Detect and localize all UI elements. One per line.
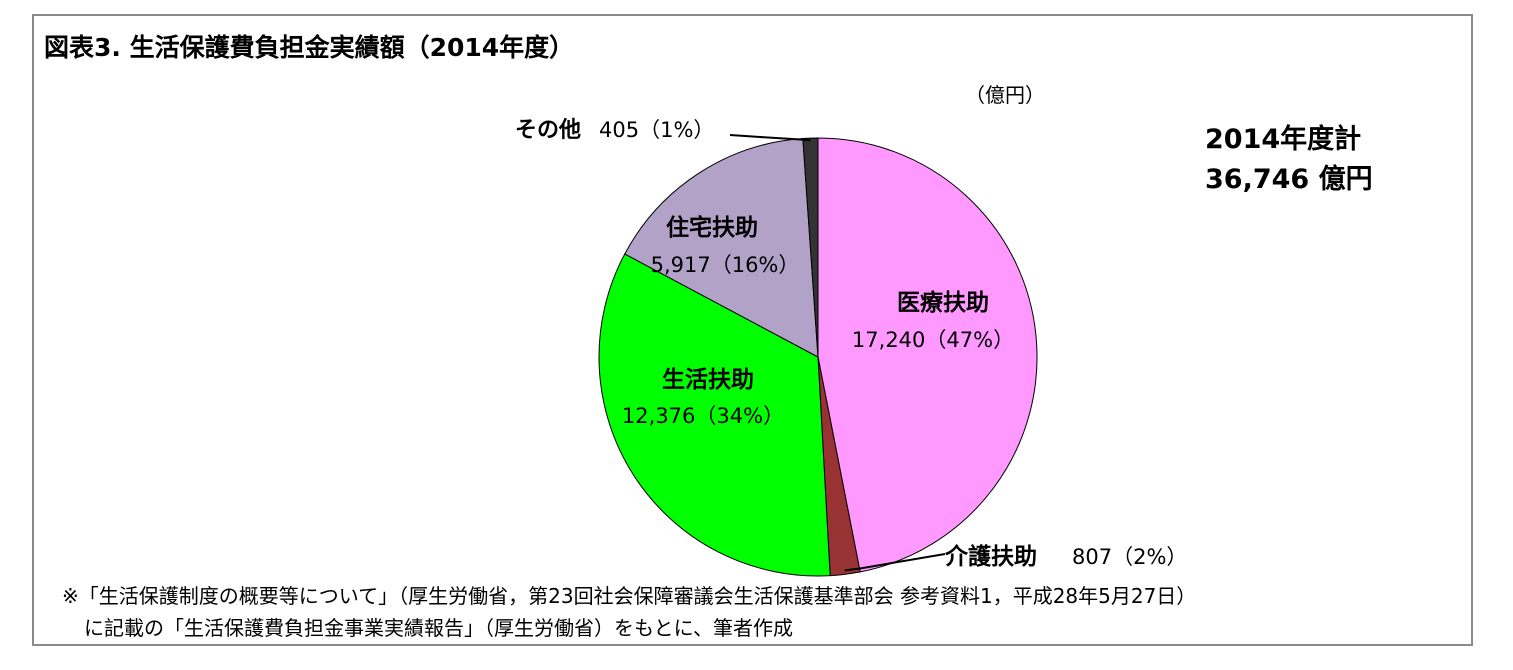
pie-slices (598, 137, 1038, 577)
chart-frame (32, 14, 1473, 646)
leader-line-care (844, 553, 946, 572)
slice-label-medical-value: 17,240（47%） (852, 328, 1014, 352)
leader-lines (729, 134, 946, 572)
total-value: 36,746 億円 (1205, 164, 1373, 195)
slice-label-care-value: 807（2%） (1072, 545, 1187, 569)
leader-line-other (729, 134, 811, 142)
pie-slice-living (598, 253, 831, 577)
slice-label-housing-name: 住宅扶助 (666, 214, 758, 241)
pie-slice-housing (624, 137, 819, 358)
unit-label: （億円） (965, 83, 1045, 107)
total-label: 2014年度計 (1205, 124, 1362, 155)
source-note-line1: ※「生活保護制度の概要等について」（厚生労働省，第23回社会保障審議会生活保護基… (62, 584, 1197, 608)
slice-label-care-name: 介護扶助 (944, 543, 1037, 570)
slice-labels: 医療扶助 17,240（47%） 介護扶助 807（2%） 生活扶助 12,37… (515, 118, 1187, 570)
source-note: ※「生活保護制度の概要等について」（厚生労働省，第23回社会保障審議会生活保護基… (62, 580, 1196, 644)
slice-label-housing-value: 5,917（16%） (651, 253, 800, 277)
pie-slice-medical (817, 137, 1038, 573)
chart-title: 図表3. 生活保護費負担金実績額（2014年度） (44, 33, 575, 62)
total-box: 2014年度計 36,746 億円 (1205, 120, 1373, 200)
slice-label-other-name: その他 (515, 118, 581, 143)
source-note-line2: に記載の「生活保護費負担金事業実績報告」（厚生労働省）をもとに、筆者作成 (84, 616, 793, 640)
slice-label-living-value: 12,376（34%） (622, 404, 784, 428)
slice-label-medical-name: 医療扶助 (897, 289, 989, 316)
slice-label-living-name: 生活扶助 (662, 366, 754, 393)
slice-label-other-value: 405（1%） (599, 118, 714, 142)
pie-slice-other (802, 137, 819, 358)
